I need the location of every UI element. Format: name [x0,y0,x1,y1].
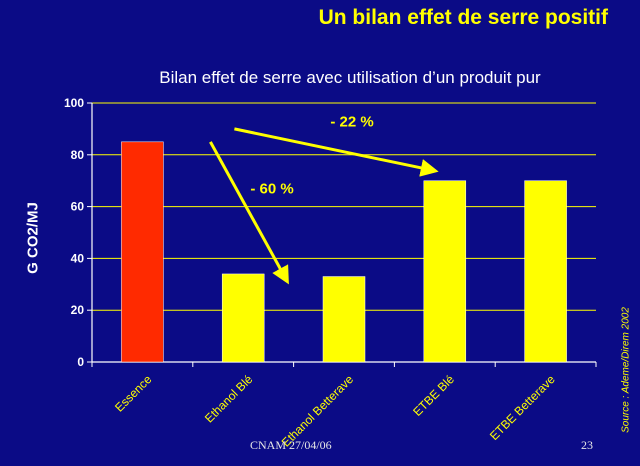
bar-ethanol-bl [221,273,265,363]
y-tick-label: 0 [77,355,84,369]
annotation-arrow [234,127,439,177]
footer-text: CNAM 27/04/06 [250,438,332,452]
y-tick-label: 100 [64,96,84,110]
y-tick-label: 20 [71,303,85,317]
bar-etbe-bl [423,180,467,363]
y-tick-label: 60 [71,200,85,214]
bar-etbe-betterave [524,180,567,363]
slide-title: Un bilan effet de serre positif [318,6,608,29]
chart-title: Bilan effet de serre avec utilisation d’… [159,68,541,87]
bar-ethanol-betterave [322,276,366,363]
y-tick-label: 80 [71,148,85,162]
y-tick-label: 40 [71,251,85,265]
x-tick-label: Essence [112,372,155,415]
x-tick-label: ETBE Betterave [487,372,558,443]
x-tick-label: Ethanol Blé [202,372,256,426]
bar-essence [121,141,164,363]
annotation-label: - 22 % [330,113,373,130]
page-number: 23 [581,438,593,452]
annotation-label: - 60 % [250,181,293,198]
annotation-arrow [209,141,289,285]
x-tick-label: ETBE Blé [410,372,457,419]
